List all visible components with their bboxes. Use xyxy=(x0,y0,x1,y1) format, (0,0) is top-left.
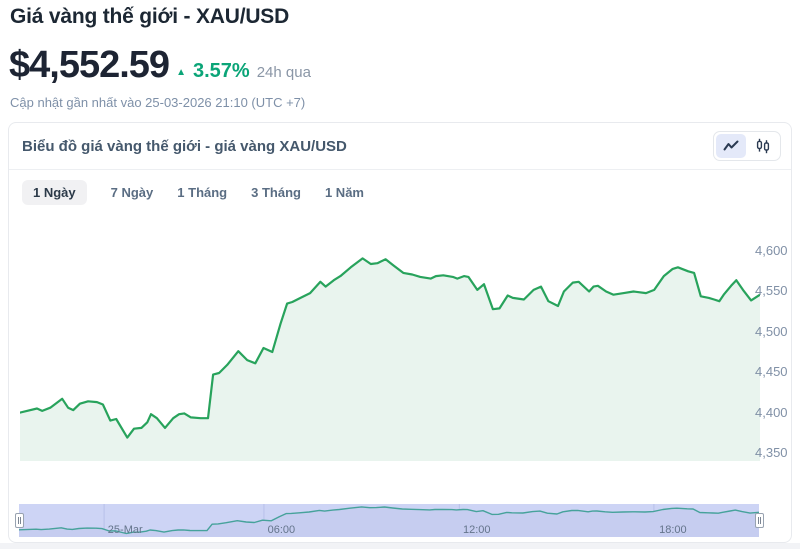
last-updated-text: Cập nhật gần nhất vào 25-03-2026 21:10 (… xyxy=(10,95,306,110)
chart-card-title: Biểu đồ giá vàng thế giới - giá vàng XAU… xyxy=(22,137,347,155)
line-chart-icon xyxy=(723,140,739,151)
y-axis-label: 4,600 xyxy=(755,243,788,259)
navigator-time-label: 25-Mar xyxy=(107,524,143,536)
chart-area-fill xyxy=(20,258,760,461)
page-title: Giá vàng thế giới - XAU/USD xyxy=(10,5,290,28)
navigator-line xyxy=(19,506,759,535)
chart-type-toggle xyxy=(713,131,781,161)
range-tab-1m[interactable]: 1 Tháng xyxy=(177,180,227,205)
range-tab-1y[interactable]: 1 Năm xyxy=(325,180,364,205)
page-background-strip xyxy=(0,543,800,549)
range-tab-3m[interactable]: 3 Tháng xyxy=(251,180,301,205)
y-axis-label: 4,400 xyxy=(755,404,788,420)
y-axis-label: 4,350 xyxy=(755,444,788,460)
navigator-time-label: 12:00 xyxy=(463,524,491,536)
y-axis-label: 4,450 xyxy=(755,364,788,380)
price-row: $4,552.59 ▲ 3.57% 24h qua xyxy=(9,44,311,87)
main-chart-area[interactable] xyxy=(20,239,760,461)
chart-card-header: Biểu đồ giá vàng thế giới - giá vàng XAU… xyxy=(9,123,791,170)
navigator-mini-chart xyxy=(19,504,759,537)
navigator-time-label: 06:00 xyxy=(267,524,296,536)
navigator-area-fill xyxy=(19,506,759,537)
chart-card: Biểu đồ giá vàng thế giới - giá vàng XAU… xyxy=(8,122,792,543)
chart-price-line xyxy=(20,257,760,439)
candlestick-icon xyxy=(756,138,770,154)
change-period-label: 24h qua xyxy=(256,64,311,81)
price-area-chart xyxy=(20,257,760,461)
candlestick-toggle-button[interactable] xyxy=(748,134,778,158)
navigator-right-handle[interactable] xyxy=(755,513,764,528)
current-price: $4,552.59 xyxy=(9,44,170,86)
y-axis-label: 4,500 xyxy=(755,323,788,339)
handle-grip-icon xyxy=(18,517,21,524)
range-tabs: 1 Ngày 7 Ngày 1 Tháng 3 Tháng 1 Năm xyxy=(22,180,364,205)
line-chart-toggle-button[interactable] xyxy=(716,134,746,158)
chart-navigator[interactable]: 25-Mar 06:00 12:00 18:00 xyxy=(15,504,764,537)
up-arrow-icon: ▲ xyxy=(176,67,186,78)
navigator-left-handle[interactable] xyxy=(15,513,24,528)
change-percent: 3.57% xyxy=(192,60,250,82)
range-tab-1d[interactable]: 1 Ngày xyxy=(22,180,87,205)
handle-grip-icon xyxy=(758,517,761,524)
navigator-time-label: 18:00 xyxy=(659,524,687,536)
y-axis-label: 4,550 xyxy=(755,283,788,299)
navigator-track[interactable]: 25-Mar 06:00 12:00 18:00 xyxy=(19,504,759,537)
range-tab-7d[interactable]: 7 Ngày xyxy=(111,180,154,205)
